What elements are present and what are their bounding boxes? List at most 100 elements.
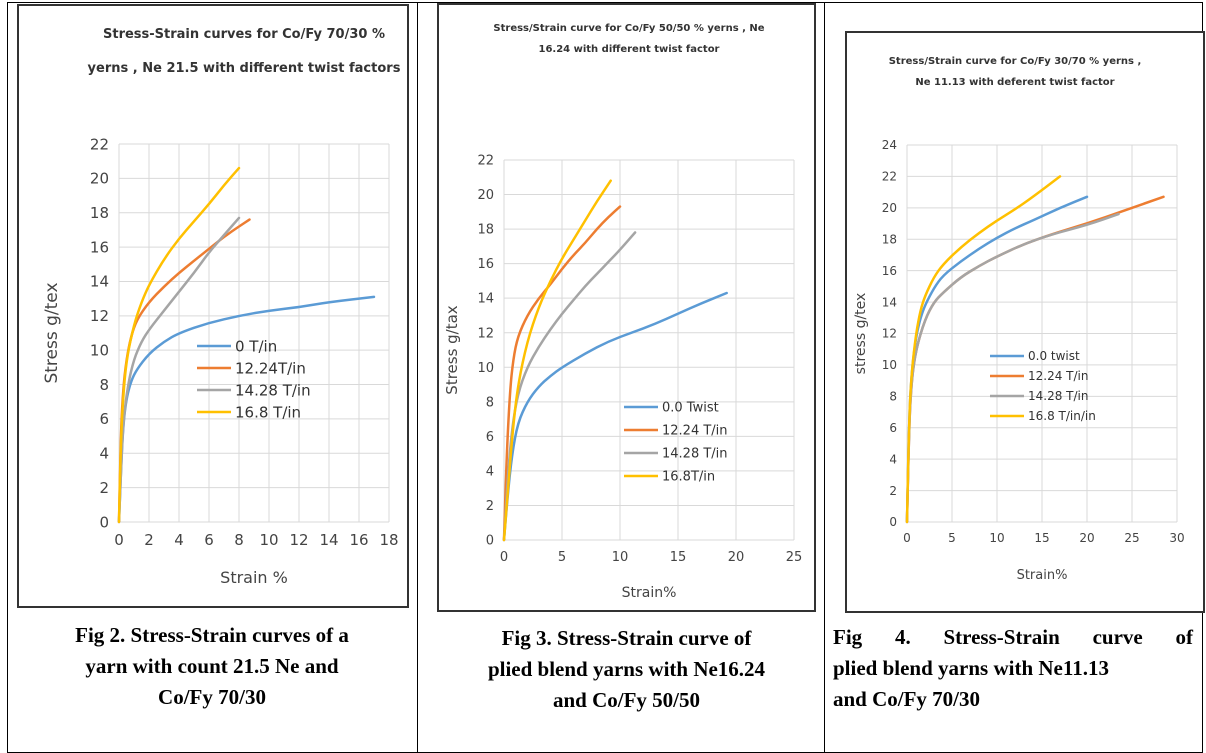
x-tick-label: 15	[670, 550, 687, 565]
y-tick-label: 4	[486, 464, 494, 479]
legend-label: 14.28 T/in	[235, 381, 311, 399]
x-tick-label: 10	[612, 550, 629, 565]
figure-caption-fig2: Fig 2. Stress-Strain curves of a yarn wi…	[32, 620, 392, 713]
x-tick-label: 10	[989, 531, 1004, 545]
x-tick-label: 5	[948, 531, 956, 545]
y-tick-label: 6	[889, 421, 897, 435]
y-tick-label: 2	[889, 484, 897, 498]
y-tick-label: 8	[889, 390, 897, 404]
chart-panel-fig4: Stress/Strain curve for Co/Fy 30/70 % ye…	[845, 31, 1205, 613]
y-tick-label: 0	[486, 534, 494, 549]
chart-title-line: Stress-Strain curves for Co/Fy 70/30 %	[103, 27, 385, 42]
y-tick-label: 0	[889, 515, 897, 529]
y-tick-label: 12	[90, 307, 109, 325]
y-tick-label: 22	[477, 154, 494, 169]
legend-label: 0.0 Twist	[662, 401, 719, 416]
stress-strain-chart-fig2: Stress-Strain curves for Co/Fy 70/30 % ye…	[42, 27, 401, 587]
y-tick-label: 2	[486, 499, 494, 514]
legend-label: 12.24 T/in	[1028, 369, 1088, 383]
legend-label: 12.24T/in	[235, 359, 306, 377]
x-axis-title: Strain%	[1017, 568, 1068, 583]
legend-label: 0 T/in	[235, 337, 277, 355]
x-tick-label: 12	[289, 531, 308, 549]
chart-title-line: Stress/Strain curve for Co/Fy 30/70 % ye…	[889, 56, 1142, 67]
y-tick-label: 18	[882, 232, 897, 246]
series-line-2	[117, 218, 251, 524]
y-tick-label: 24	[882, 138, 897, 152]
y-tick-label: 2	[99, 479, 109, 497]
chart-panel-fig2: Stress-Strain curves for Co/Fy 70/30 % ye…	[17, 4, 409, 608]
x-tick-label: 18	[379, 531, 398, 549]
x-axis-title: Strain%	[622, 585, 677, 601]
legend-label: 16.8 T/in	[235, 403, 301, 421]
x-tick-label: 25	[1124, 531, 1139, 545]
caption-line: Fig 4. Stress-Strain curve of	[833, 625, 1193, 649]
legend-label: 0.0 twist	[1028, 349, 1080, 363]
y-tick-label: 14	[882, 295, 897, 309]
x-tick-label: 0	[903, 531, 911, 545]
x-tick-label: 6	[204, 531, 214, 549]
y-axis-title: stress g/tex	[853, 293, 869, 375]
y-tick-label: 22	[882, 170, 897, 184]
y-tick-label: 10	[90, 341, 109, 359]
chart-title-line: Stress/Strain curve for Co/Fy 50/50 % ye…	[493, 23, 764, 34]
caption-line: plied blend yarns with Ne11.13	[833, 656, 1109, 680]
series-line-3	[117, 216, 241, 524]
x-tick-label: 16	[349, 531, 368, 549]
chart-title-line: 16.24 with different twist factor	[539, 44, 720, 55]
y-tick-label: 8	[486, 395, 494, 410]
stress-strain-chart-fig4: Stress/Strain curve for Co/Fy 30/70 % ye…	[853, 56, 1185, 583]
legend-label: 14.28 T/in	[1028, 389, 1088, 403]
y-tick-label: 0	[99, 513, 109, 531]
caption-line: Fig 2. Stress-Strain curves of a	[75, 623, 349, 647]
y-tick-label: 6	[99, 410, 109, 428]
y-axis-title: Stress g/tax	[443, 305, 461, 395]
y-tick-label: 8	[99, 376, 109, 394]
y-tick-label: 14	[90, 273, 109, 291]
y-tick-label: 6	[486, 430, 494, 445]
series-line-1	[502, 291, 728, 542]
y-axis-title: Stress g/tex	[42, 282, 62, 383]
x-tick-label: 14	[319, 531, 338, 549]
y-tick-label: 16	[882, 264, 897, 278]
legend-label: 16.8 T/in/in	[1028, 409, 1096, 423]
x-tick-label: 20	[728, 550, 745, 565]
x-tick-label: 5	[558, 550, 566, 565]
stress-strain-chart-fig3: Stress/Strain curve for Co/Fy 50/50 % ye…	[443, 23, 803, 601]
legend-label: 12.24 T/in	[662, 424, 728, 439]
x-tick-label: 8	[234, 531, 244, 549]
y-tick-label: 10	[882, 358, 897, 372]
series-line-4	[905, 175, 1062, 524]
y-tick-label: 10	[477, 361, 494, 376]
x-tick-label: 15	[1034, 531, 1049, 545]
caption-line: Co/Fy 70/30	[158, 685, 266, 709]
caption-line: plied blend yarns with Ne16.24	[487, 657, 766, 681]
y-tick-label: 20	[477, 188, 494, 203]
y-tick-label: 20	[90, 170, 109, 188]
caption-line: Fig 3. Stress-Strain curve of	[501, 626, 752, 650]
figure-caption-fig4: Fig 4. Stress-Strain curve of plied blen…	[833, 622, 1193, 715]
legend-label: 14.28 T/in	[662, 447, 728, 462]
x-tick-label: 0	[500, 550, 508, 565]
figure-caption-fig3: Fig 3. Stress-Strain curve of plied blen…	[437, 623, 816, 716]
x-tick-label: 0	[114, 531, 124, 549]
y-tick-label: 4	[889, 452, 897, 466]
y-tick-label: 22	[90, 135, 109, 153]
x-tick-label: 20	[1079, 531, 1094, 545]
x-tick-label: 4	[174, 531, 184, 549]
y-tick-label: 20	[882, 201, 897, 215]
x-tick-label: 30	[1169, 531, 1184, 545]
y-tick-label: 12	[477, 326, 494, 341]
series-line-4	[502, 179, 612, 542]
y-tick-label: 12	[882, 327, 897, 341]
x-tick-label: 2	[144, 531, 154, 549]
y-tick-label: 16	[477, 257, 494, 272]
chart-title-line: yerns , Ne 21.5 with different twist fac…	[88, 61, 401, 76]
chart-title-line: Ne 11.13 with deferent twist factor	[915, 77, 1114, 88]
series-line-4	[117, 166, 241, 524]
x-tick-label: 25	[786, 550, 803, 565]
y-tick-label: 4	[99, 445, 109, 463]
caption-line: and Co/Fy 70/30	[833, 687, 981, 711]
legend-label: 16.8T/in	[662, 470, 715, 485]
x-tick-label: 10	[259, 531, 278, 549]
